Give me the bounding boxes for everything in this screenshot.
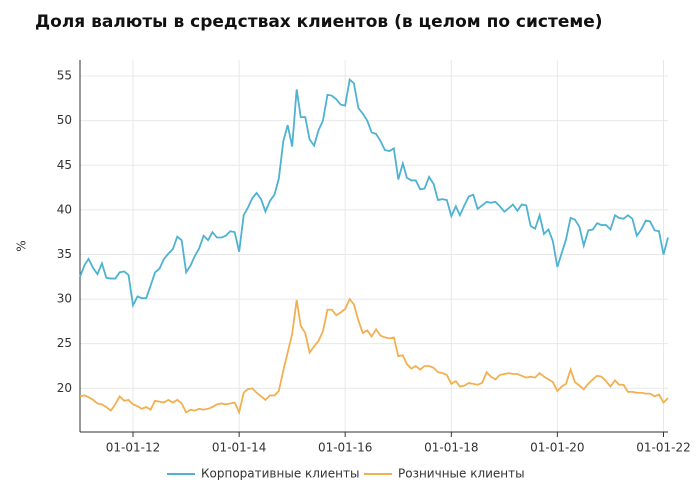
y-axis-label: %: [15, 240, 29, 251]
y-tick-label: 50: [57, 113, 72, 127]
y-tick-label: 20: [57, 381, 72, 395]
series-line: [79, 297, 669, 416]
y-tick-label: 45: [57, 158, 72, 172]
x-tick-label: 01-01-12: [106, 441, 160, 455]
y-tick-label: 30: [57, 292, 72, 306]
x-tick-label: 01-01-18: [424, 441, 478, 455]
x-tick-label: 01-01-20: [530, 441, 584, 455]
x-tick-label: 01-01-16: [318, 441, 372, 455]
y-tick-label: 25: [57, 336, 72, 350]
x-tick-label: 01-01-14: [212, 441, 266, 455]
legend-label: Розничные клиенты: [398, 467, 525, 481]
legend-label: Корпоративные клиенты: [201, 467, 359, 481]
chart-title: Доля валюты в средствах клиентов (в цело…: [35, 12, 603, 32]
series-line: [79, 77, 669, 309]
y-tick-label: 55: [57, 69, 72, 83]
y-tick-label: 35: [57, 247, 72, 261]
x-tick-label: 01-01-22: [636, 441, 690, 455]
y-tick-label: 40: [57, 202, 72, 216]
